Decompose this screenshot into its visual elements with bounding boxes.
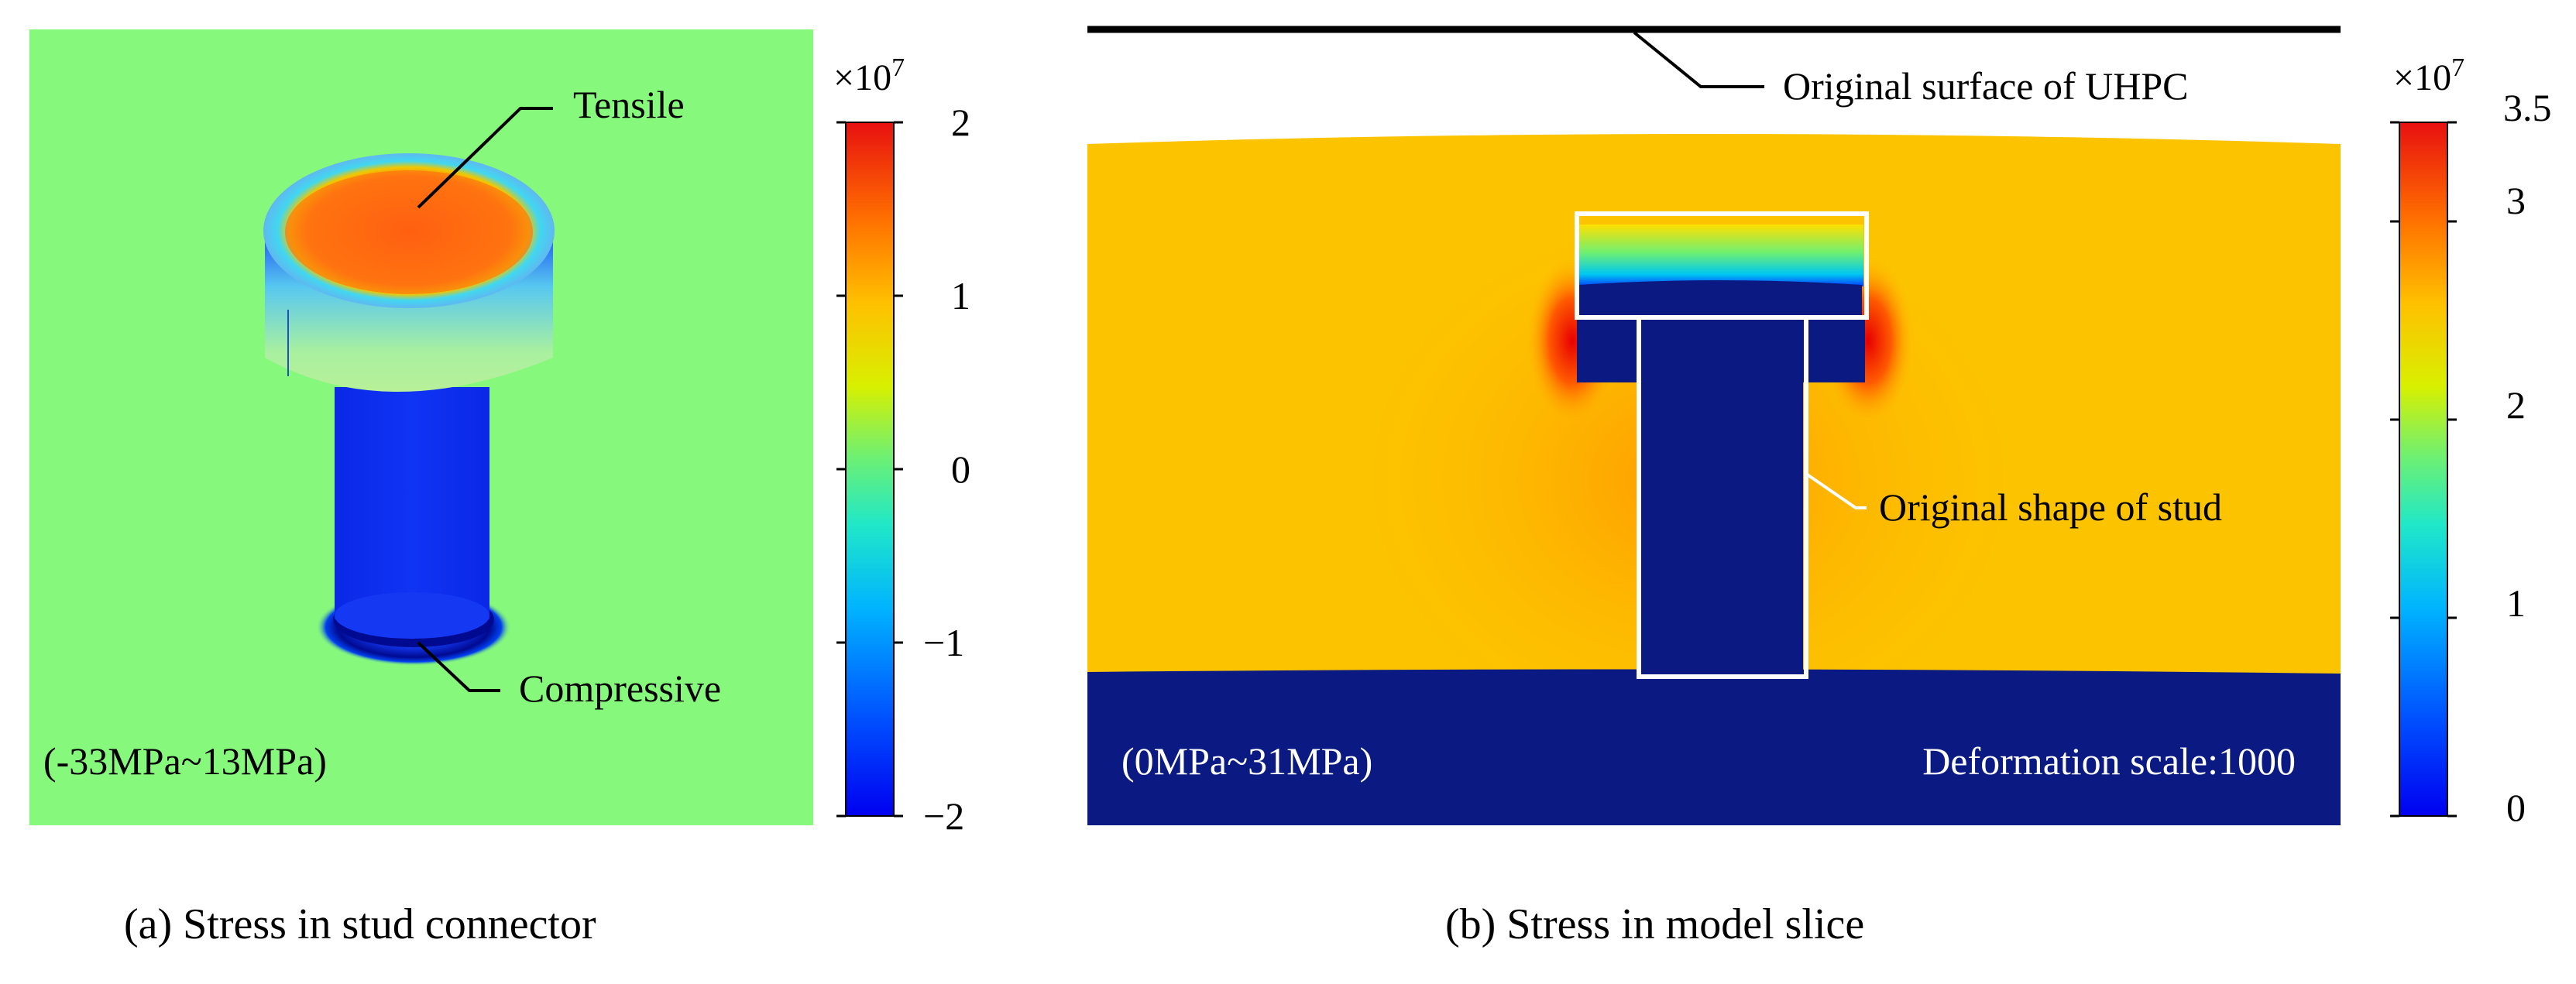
- original-shape-label: Original shape of stud: [1879, 485, 2222, 529]
- panel-a: Tensile Compressive (-33MPa~13MPa): [29, 29, 813, 825]
- compressive-leader: [417, 641, 500, 692]
- panel-b: Original surface of UHPC Original shape …: [1087, 26, 2341, 825]
- caption-b: (b) Stress in model slice: [1445, 900, 1864, 948]
- panel-a-range-label: (-33MPa~13MPa): [43, 739, 327, 783]
- panel-b-range-label: (0MPa~31MPa): [1121, 739, 1372, 783]
- deformation-scale-label: Deformation scale:1000: [1922, 739, 2296, 783]
- colorbar-a-tick-label: 2: [951, 101, 970, 144]
- colorbar-a-tick-label: −2: [923, 794, 964, 838]
- colorbar-a-exponent: ×107: [833, 53, 905, 98]
- original-surface-label: Original surface of UHPC: [1783, 64, 2189, 108]
- colorbar-b-ticks: [2390, 121, 2457, 818]
- colorbar-a-tick-label: −1: [923, 621, 964, 664]
- colorbar-a-ticks: [836, 121, 903, 818]
- colorbar-b: ×107 3.5 3 2 1 0: [2390, 53, 2552, 829]
- colorbar-b-tick-label: 1: [2506, 581, 2526, 625]
- colorbar-b-exponent: ×107: [2393, 53, 2464, 98]
- original-shape-leader: [1805, 472, 1867, 509]
- colorbar-a-tick-label: 0: [951, 447, 970, 491]
- colorbar-b-tick-label: 3.5: [2503, 86, 2552, 129]
- colorbar-b-tick-label: 3: [2506, 179, 2526, 222]
- tensile-leader: [417, 107, 553, 209]
- tensile-label: Tensile: [573, 83, 685, 126]
- stud-connector-image: [263, 153, 555, 666]
- panel-b-stress-field: [1087, 134, 2341, 825]
- compressive-label: Compressive: [519, 667, 721, 710]
- colorbar-a: ×107 2 1 0 −1 −2: [833, 53, 970, 838]
- caption-a: (a) Stress in stud connector: [124, 900, 596, 948]
- original-surface-leader: [1633, 31, 1764, 88]
- colorbar-b-tick-label: 2: [2506, 383, 2526, 427]
- colorbar-a-tick-label: 1: [951, 274, 970, 317]
- colorbar-a-bar: [845, 122, 895, 817]
- colorbar-b-bar: [2399, 122, 2448, 817]
- colorbar-b-tick-label: 0: [2506, 786, 2526, 829]
- original-stud-shank-outline: [1637, 315, 1808, 679]
